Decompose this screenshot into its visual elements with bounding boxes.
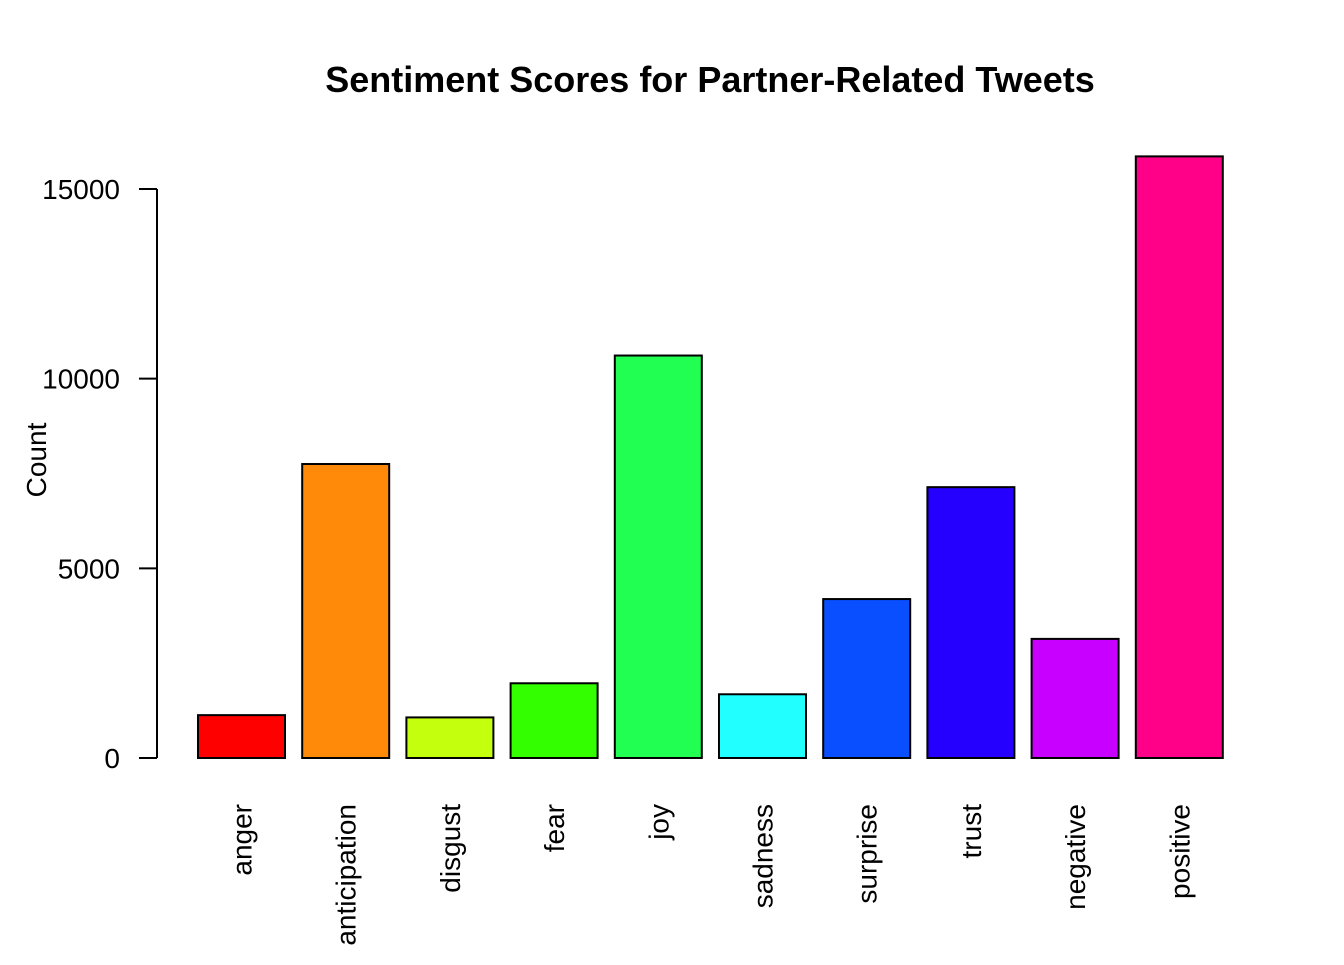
x-tick-label: joy — [643, 804, 674, 841]
x-tick-label: negative — [1060, 804, 1091, 910]
bar-surprise — [822, 598, 912, 759]
x-tick-label: surprise — [852, 804, 883, 904]
x-tick-label: trust — [956, 804, 987, 859]
x-tick-label: sadness — [748, 804, 779, 908]
category-labels: anger anticipation disgust fear joy sadness su… — [227, 804, 1196, 946]
y-axis-title: Count — [21, 422, 52, 497]
bar-anticipation — [301, 463, 391, 759]
y-tick-label: 10000 — [42, 364, 120, 395]
bar-anger — [197, 714, 286, 759]
x-tick-label: disgust — [435, 804, 466, 893]
y-tick-label: 15000 — [42, 174, 120, 205]
bar-disgust — [405, 716, 495, 759]
bar-trust — [926, 486, 1016, 759]
y-tick-label: 5000 — [58, 553, 120, 584]
bar-joy — [613, 354, 703, 759]
y-tick-label: 0 — [104, 743, 120, 774]
bar-sadness — [718, 693, 807, 760]
x-tick-label: fear — [539, 804, 570, 852]
bar-negative — [1030, 637, 1120, 759]
x-tick-label: anger — [227, 804, 258, 876]
bar-fear — [509, 682, 599, 759]
x-tick-label: anticipation — [331, 804, 362, 946]
bars-group — [197, 155, 1224, 760]
chart-title: Sentiment Scores for Partner-Related Twe… — [325, 59, 1095, 100]
bar-positive — [1134, 155, 1224, 759]
x-tick-label: positive — [1164, 804, 1195, 899]
y-axis: 0 5000 10000 15000 — [42, 174, 158, 774]
